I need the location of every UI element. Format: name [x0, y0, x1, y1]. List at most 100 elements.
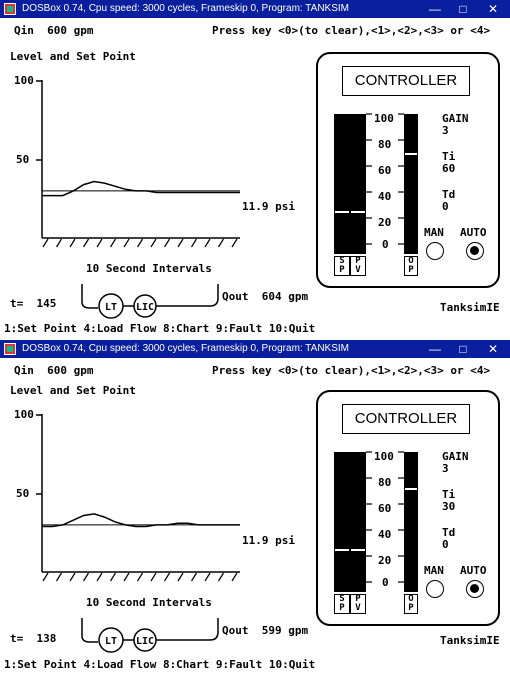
x-tick — [136, 238, 144, 248]
lic-label: LIC — [136, 636, 154, 647]
x-tick — [190, 238, 198, 248]
x-tick — [231, 572, 238, 582]
x-tick — [163, 572, 171, 582]
pv-bar — [350, 114, 366, 254]
level-line — [42, 180, 240, 197]
x-tick — [109, 572, 117, 582]
close-icon[interactable]: ✕ — [487, 342, 499, 356]
x-tick — [109, 238, 117, 248]
scale-0: 0 — [382, 238, 389, 251]
bar-scale-ticks — [366, 451, 404, 583]
manual-mode-radio[interactable] — [426, 242, 444, 260]
x-tick — [82, 572, 90, 582]
td-value[interactable]: 0 — [442, 200, 449, 213]
ti-value[interactable]: 60 — [442, 162, 456, 175]
x-tick — [190, 572, 198, 582]
flow-loop-diagram: LT LIC — [81, 284, 219, 319]
qin-readout: Qin 600 gpm — [14, 364, 94, 377]
x-tick — [177, 572, 184, 582]
gain-label: GAIN — [442, 112, 469, 125]
x-tick — [217, 238, 225, 248]
auto-mode-radio[interactable] — [466, 242, 484, 260]
op-label: O P — [404, 256, 418, 276]
lt-label: LT — [105, 636, 117, 647]
scale-80: 80 — [378, 476, 392, 489]
title-bar[interactable]: DOSBox 0.74, Cpu speed: 3000 cycles, Fra… — [0, 0, 510, 18]
x-tick — [42, 238, 49, 248]
x-tick — [55, 238, 63, 248]
minimize-icon[interactable]: — — [429, 342, 441, 356]
auto-mode-radio[interactable] — [466, 580, 484, 598]
x-tick — [163, 238, 171, 248]
x-tick — [82, 238, 90, 248]
td-label: Td — [442, 188, 456, 201]
bar-scale-ticks — [366, 113, 404, 245]
lic-label: LIC — [136, 302, 154, 313]
x-tick — [136, 572, 144, 582]
close-icon[interactable]: ✕ — [487, 2, 499, 16]
op-label: O P — [404, 594, 418, 614]
scale-40: 40 — [378, 190, 392, 203]
x-tick — [204, 238, 211, 248]
y-tick-label-100: 100 — [14, 74, 34, 87]
x-ticks — [42, 238, 238, 248]
flow-loop-diagram: LT LIC — [81, 618, 219, 653]
x-tick — [231, 238, 238, 248]
auto-label: AUTO — [460, 564, 487, 577]
scale-20: 20 — [378, 554, 392, 567]
scale-80: 80 — [378, 138, 392, 151]
time-readout: t= 145 — [10, 297, 57, 310]
scale-60: 60 — [378, 502, 392, 515]
chart-title: Level and Set Point — [10, 50, 136, 63]
brand-label: TanksimIE — [440, 634, 500, 647]
td-value[interactable]: 0 — [442, 538, 449, 551]
pressure-readout: 11.9 psi — [242, 534, 295, 547]
x-tick — [42, 572, 49, 582]
time-readout: t= 138 — [10, 632, 57, 645]
ti-label: Ti — [442, 150, 456, 163]
y-tick-label-100: 100 — [14, 408, 34, 421]
scale-60: 60 — [378, 164, 392, 177]
maximize-icon[interactable]: □ — [459, 342, 467, 356]
gain-value[interactable]: 3 — [442, 124, 449, 137]
gain-value[interactable]: 3 — [442, 462, 449, 475]
window-title: DOSBox 0.74, Cpu speed: 3000 cycles, Fra… — [22, 343, 349, 354]
lt-label: LT — [105, 302, 117, 313]
controller-panel: CONTROLLER S P P V O P 100 80 60 40 20 0… — [316, 52, 500, 288]
x-axis-label: 10 Second Intervals — [86, 596, 212, 609]
qout-readout: Qout 599 gpm — [222, 624, 309, 637]
y-tick-label-50: 50 — [16, 153, 29, 166]
manual-mode-radio[interactable] — [426, 580, 444, 598]
dosbox-app-icon[interactable] — [4, 3, 16, 15]
dosbox-app-icon[interactable] — [4, 343, 16, 355]
dosbox-window-2: DOSBox 0.74, Cpu speed: 3000 cycles, Fra… — [0, 340, 510, 674]
x-tick — [204, 572, 211, 582]
sp-bar — [334, 452, 350, 592]
title-bar[interactable]: DOSBox 0.74, Cpu speed: 3000 cycles, Fra… — [0, 340, 510, 358]
ti-label: Ti — [442, 488, 456, 501]
pressure-readout: 11.9 psi — [242, 200, 295, 213]
minimize-icon[interactable]: — — [429, 2, 441, 16]
scale-0: 0 — [382, 576, 389, 589]
op-bar — [404, 114, 418, 254]
chart-title: Level and Set Point — [10, 384, 136, 397]
td-label: Td — [442, 526, 456, 539]
pv-bar — [350, 452, 366, 592]
function-key-menu[interactable]: 1:Set Point 4:Load Flow 8:Chart 9:Fault … — [4, 322, 316, 335]
press-key-prompt: Press key <0>(to clear),<1>,<2>,<3> or <… — [212, 364, 491, 377]
ti-value[interactable]: 30 — [442, 500, 456, 513]
x-ticks — [42, 572, 238, 582]
brand-label: TanksimIE — [440, 301, 500, 314]
op-bar — [404, 452, 418, 592]
x-tick — [123, 572, 130, 582]
controller-panel: CONTROLLER S P P V O P 100 80 60 40 20 0… — [316, 390, 500, 626]
scale-100: 100 — [374, 112, 394, 125]
level-line — [42, 513, 240, 528]
y-tick-label-50: 50 — [16, 487, 29, 500]
maximize-icon[interactable]: □ — [459, 2, 467, 16]
function-key-menu[interactable]: 1:Set Point 4:Load Flow 8:Chart 9:Fault … — [4, 658, 316, 671]
x-tick — [150, 572, 157, 582]
pv-label: P V — [350, 256, 366, 276]
controller-title: CONTROLLER — [342, 66, 470, 96]
sp-label: S P — [334, 256, 350, 276]
